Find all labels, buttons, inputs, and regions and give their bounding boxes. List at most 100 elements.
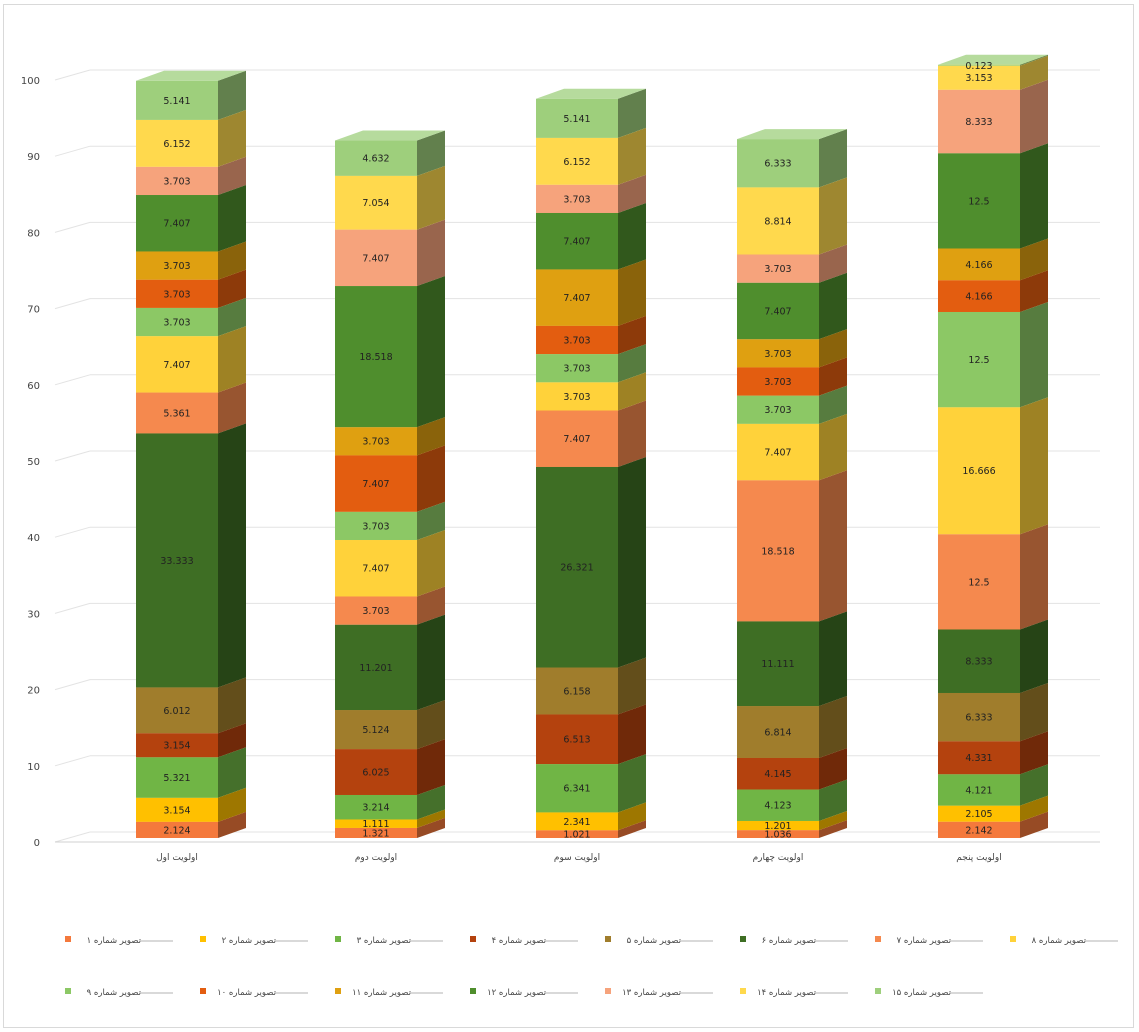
bar-segment-side [417,817,445,838]
bar-segment-front [136,821,218,838]
y-tick-label: 90 [27,152,40,163]
legend-swatch [875,988,881,994]
legend-label: تصویر شماره ۱۵ [892,988,952,998]
data-label: 7.407 [362,479,389,490]
data-label: 5.321 [163,773,190,784]
gridline-diagonal [54,755,91,767]
bar-segment-front [536,98,618,138]
legend-label: تصویر شماره ۸ [1032,936,1087,946]
legend-swatch [740,988,746,994]
legend-item: تصویر شماره ۱۱ [335,988,443,998]
bar-segment-front [335,511,417,541]
data-label: 6.513 [563,735,590,746]
bar-segment-front [938,741,1020,775]
bar-segment-side [819,611,847,707]
bar-segment-side [618,400,646,467]
bar-segment-front [938,805,1020,822]
data-label: 1.111 [362,819,389,830]
bar-segment: 11.201 [335,614,445,711]
bar-segment-front [536,325,618,355]
bar-segment-front [938,407,1020,535]
data-label: 7.407 [362,564,389,575]
bar-segment-side [1020,238,1048,281]
bar-segment-front [136,392,218,434]
legend-item: تصویر شماره ۱۲ [470,988,578,998]
data-label: 3.154 [163,805,190,816]
bar-segment-side [1020,811,1048,838]
bar-segment: 26.321 [536,456,646,668]
bar-segment-side [1020,619,1048,693]
data-label: 3.703 [563,335,590,346]
bar-segment-side [618,88,646,138]
bar-segment-front [136,687,218,734]
bar-segment-side [618,372,646,411]
legend-swatch [605,988,611,994]
bar-segment-side [1020,397,1048,535]
data-label: 12.5 [968,355,989,366]
data-label: 4.166 [965,260,992,271]
bar-segment-front [938,534,1020,630]
data-label: 3.703 [764,349,791,360]
bar-segment-side [819,810,847,831]
data-label: 18.518 [359,352,392,363]
y-tick-label: 30 [27,609,40,620]
bar-segment: 12.5 [938,524,1048,630]
bar-segment-side [1020,682,1048,742]
data-label: 3.153 [965,73,992,84]
legend-label: تصویر شماره ۴ [492,936,547,946]
bar-segment-front [737,757,819,790]
gridline-diagonal [54,145,91,157]
bar-segment-side [218,423,246,688]
bar-segment-front [737,187,819,255]
bar-segment-front [335,140,417,176]
bar-segment-side [417,809,445,828]
bar-segment-front [136,119,218,167]
data-label: 11.111 [761,659,794,670]
data-label: 2.105 [965,809,992,820]
bar-segment-side [1020,524,1048,630]
data-label: 6.158 [563,686,590,697]
bar-segment-front [335,455,417,512]
bar-segment-side [819,747,847,790]
bar-segment-top [136,70,246,81]
legend-swatch [740,936,746,942]
x-category-label: اولویت دوم [355,853,397,863]
legend-label: تصویر شماره ۱۰ [217,988,277,998]
data-label: 16.666 [962,466,995,477]
data-label: 2.341 [563,817,590,828]
legend-swatch [65,936,71,942]
legend-swatch [1010,936,1016,942]
data-label: 6.333 [965,713,992,724]
bar-segment-side [1020,54,1048,66]
bar-segment-side [218,787,246,822]
bar-segment-side [417,219,445,287]
bar-segment-front [737,367,819,396]
legend-swatch [875,936,881,942]
bar-segment-side [417,276,445,428]
bar-segment-side [218,677,246,734]
data-label: 33.333 [160,556,193,567]
bar-segment-side [819,470,847,622]
bar-segment-front [536,137,618,185]
bar-segment-front [136,336,218,393]
bar-segment-side [819,779,847,821]
bar-segment-side [819,385,847,424]
bar-segment-side [1020,301,1048,408]
bar-segment-side [218,326,246,393]
bar-segment: 3.703 [737,329,847,368]
gridline-diagonal [54,679,91,691]
legend-label: تصویر شماره ۵ [627,936,682,946]
bar-segment-front [536,812,618,831]
bar-segment-front [536,212,618,270]
chart-frame [3,4,1134,1028]
data-label: 3.703 [362,437,389,448]
bar-segment-side [618,704,646,765]
data-label: 5.141 [163,96,190,107]
bar-segment-front [335,229,417,287]
legend-swatch [335,988,341,994]
bar-segment-front [737,139,819,188]
bar-segment-front [335,749,417,795]
data-label: 3.703 [163,317,190,328]
bar-segment-front [737,423,819,481]
